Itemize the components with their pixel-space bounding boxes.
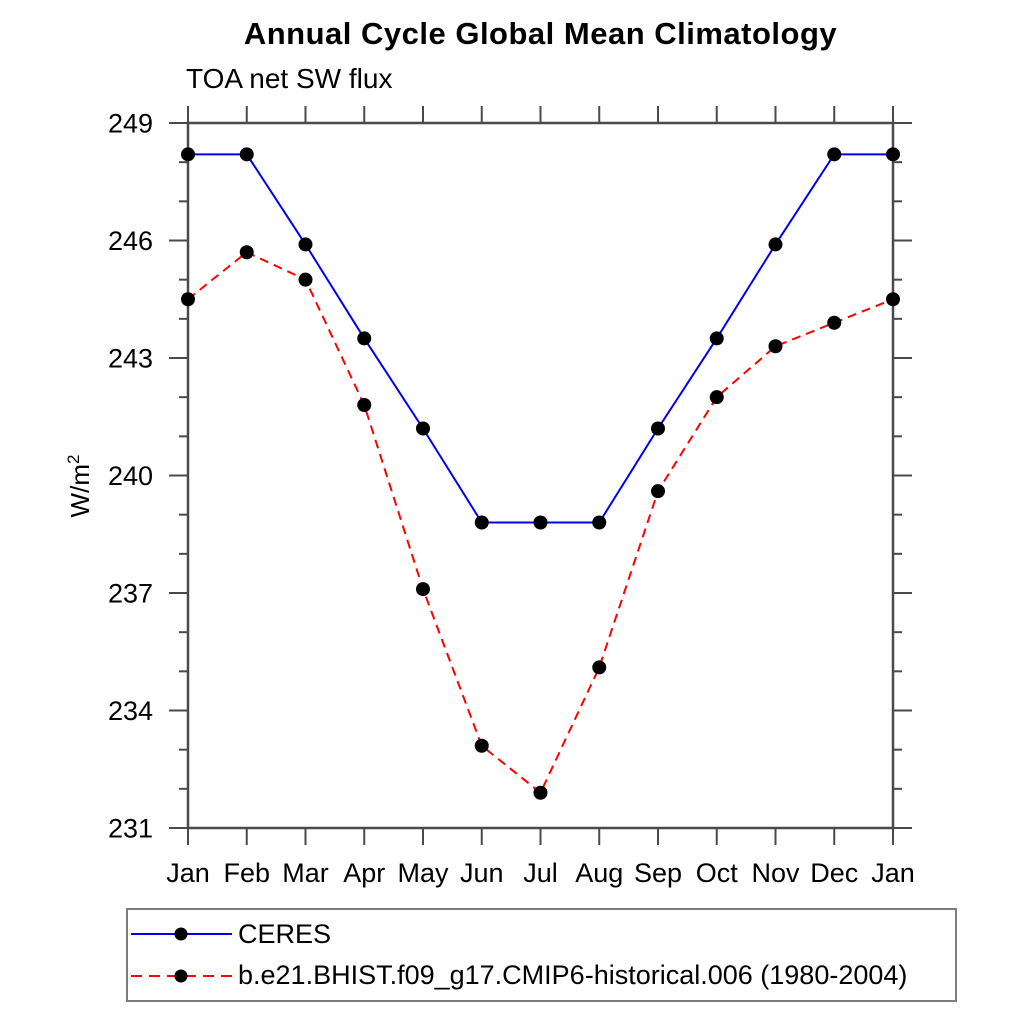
model-data-point	[239, 245, 254, 260]
y-tick-label: 240	[108, 461, 153, 491]
model-data-point	[533, 785, 548, 800]
x-tick-label: Dec	[810, 858, 858, 888]
ceres-data-point	[416, 421, 430, 436]
x-tick-label: Mar	[282, 858, 329, 888]
x-tick-label: May	[397, 858, 449, 888]
ceres-data-point	[474, 515, 489, 530]
x-tick-label: Jan	[166, 858, 210, 888]
x-tick-label: Feb	[223, 858, 270, 888]
ceres-data-point	[533, 515, 548, 530]
legend-item-model: b.e21.BHIST.f09_g17.CMIP6-historical.006…	[130, 959, 955, 993]
ceres-data-point	[239, 147, 254, 162]
model-data-point	[827, 315, 842, 330]
x-tick-label: Nov	[751, 858, 800, 888]
ceres-data-point	[827, 147, 842, 162]
model-data-point	[298, 272, 313, 287]
legend-line-sample-model	[131, 969, 232, 983]
x-tick-label: Sep	[634, 858, 682, 888]
model-data-point	[181, 292, 195, 307]
model-data-point	[886, 292, 900, 307]
y-tick-label: 246	[108, 226, 153, 256]
x-tick-label: Aug	[575, 858, 623, 888]
y-tick-label: 243	[108, 344, 153, 374]
ceres-data-point	[298, 237, 313, 252]
ceres-data-point	[181, 147, 195, 162]
ceres-data-point	[709, 331, 724, 346]
legend-marker-dot-icon	[174, 927, 188, 941]
y-tick-label: 234	[108, 696, 153, 726]
legend-label-model: b.e21.BHIST.f09_g17.CMIP6-historical.006…	[238, 960, 908, 991]
model-data-point	[768, 339, 783, 354]
y-tick-label: 237	[108, 579, 153, 609]
legend: CERES b.e21.BHIST.f09_g17.CMIP6-historic…	[126, 908, 957, 1002]
x-tick-label: Jun	[460, 858, 504, 888]
y-tick-label: 231	[108, 814, 153, 844]
plot-frame	[186, 121, 895, 830]
y-tick-label: 249	[108, 109, 153, 139]
model-data-point	[592, 660, 607, 675]
ceres-data-point	[592, 515, 607, 530]
ceres-data-point	[357, 331, 372, 346]
model-data-point	[416, 582, 430, 597]
legend-marker-dot-icon	[174, 969, 188, 983]
chart-title: Annual Cycle Global Mean Climatology	[243, 16, 838, 51]
x-tick-label: Jan	[871, 858, 915, 888]
x-tick-label: Apr	[343, 858, 385, 888]
ceres-data-point	[768, 237, 783, 252]
x-tick-label: Oct	[696, 858, 739, 888]
legend-label-ceres: CERES	[238, 918, 332, 949]
model-data-point	[474, 738, 489, 753]
legend-line-sample-ceres	[131, 927, 232, 941]
chart-subtitle: TOA net SW flux	[186, 63, 393, 94]
model-data-point	[651, 484, 665, 499]
ceres-line	[188, 153, 893, 524]
x-tick-label: Jul	[523, 858, 558, 888]
ceres-data-point	[651, 421, 665, 436]
legend-item-ceres: CERES	[130, 917, 955, 951]
model-data-point	[357, 398, 372, 412]
model-data-point	[709, 390, 724, 405]
ceres-data-point	[886, 147, 900, 162]
